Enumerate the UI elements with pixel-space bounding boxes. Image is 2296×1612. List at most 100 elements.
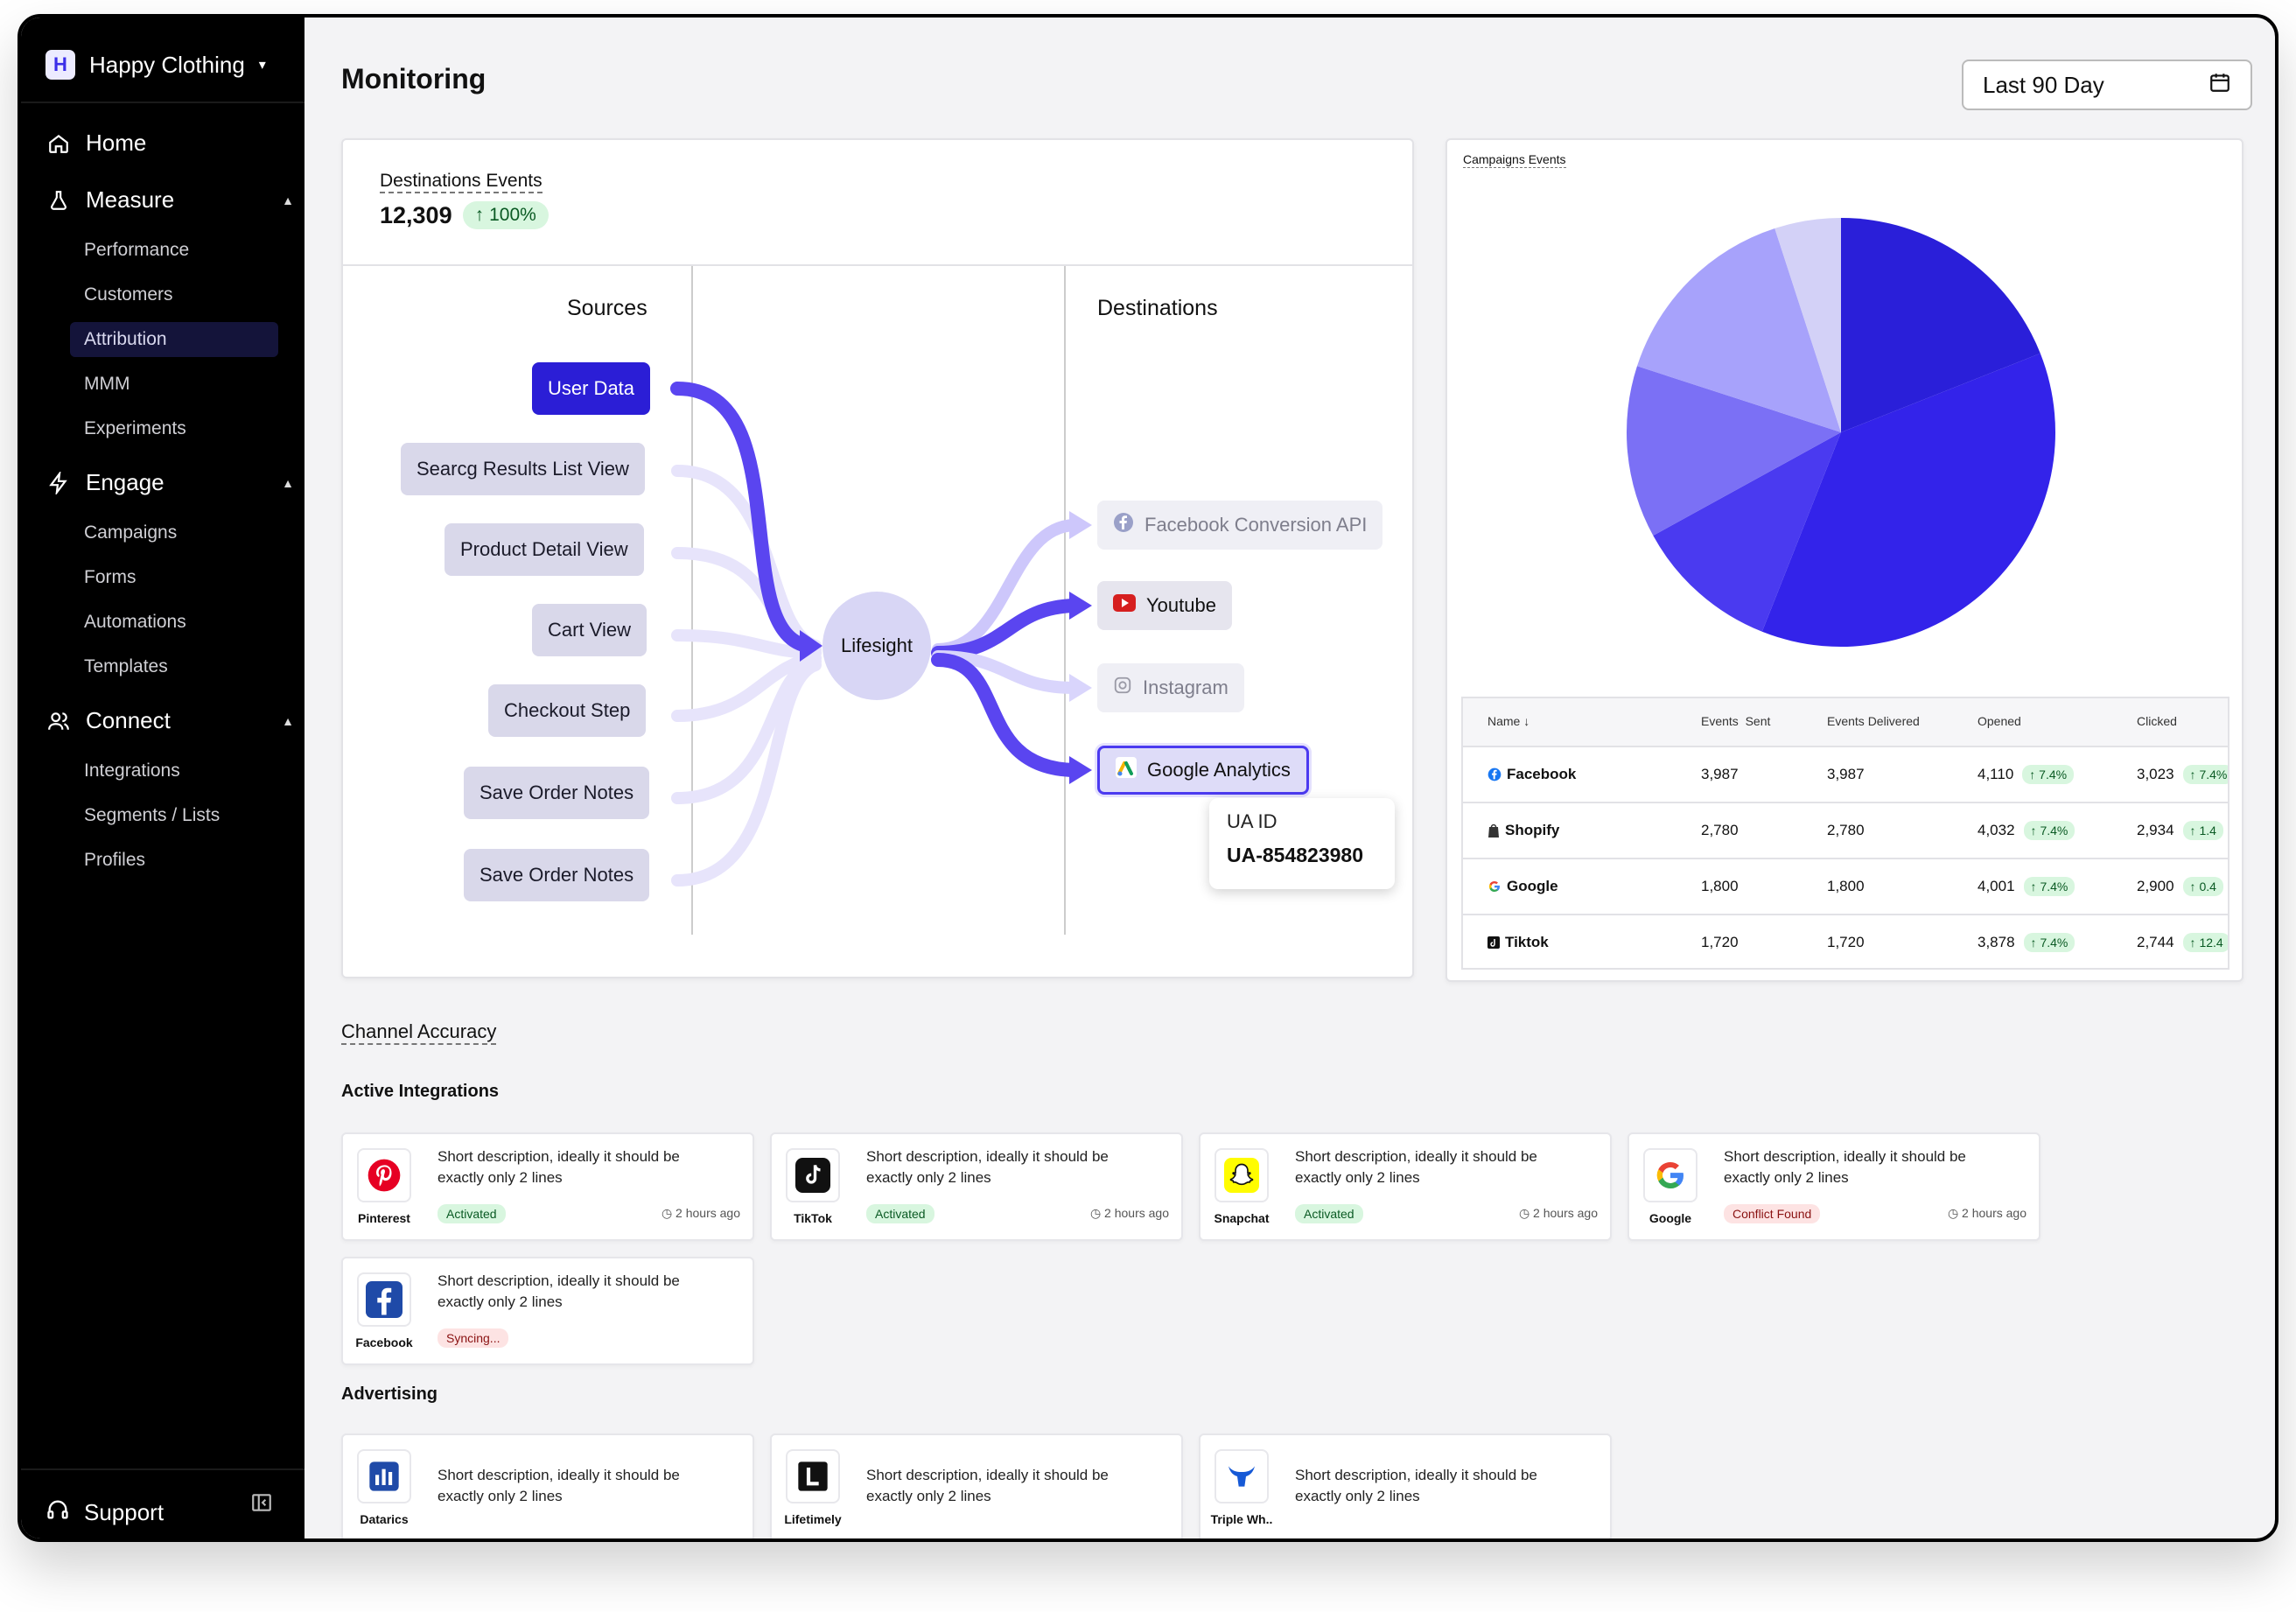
- col-events-sent[interactable]: Events Sent: [1701, 714, 1771, 728]
- change-badge: ↑ 7.4%: [2182, 765, 2228, 784]
- tiktok-icon: [1488, 936, 1500, 949]
- pinterest-logo-icon: [357, 1148, 411, 1202]
- clock-icon: ◷: [1947, 1206, 1959, 1220]
- chevron-up-icon[interactable]: ▲: [282, 713, 294, 728]
- tiktok-logo-icon: [786, 1148, 840, 1202]
- integration-card-tiktok[interactable]: TikTok Short description, ideally it shou…: [770, 1132, 1183, 1241]
- source-user-data[interactable]: User Data: [532, 362, 651, 415]
- col-clicked[interactable]: Clicked: [2137, 714, 2177, 728]
- dest-facebook-conversion-api[interactable]: Facebook Conversion API: [1097, 501, 1383, 550]
- sources-heading: Sources: [567, 296, 648, 320]
- nav-profiles[interactable]: Profiles: [84, 850, 146, 870]
- advertising-card-datarics[interactable]: Datarics Short description, ideally it sh…: [341, 1433, 754, 1538]
- google-icon: [1488, 880, 1502, 894]
- cell-opened: 4,110 ↑ 7.4%: [1978, 747, 2075, 802]
- nav-measure[interactable]: Measure ▲: [46, 186, 294, 214]
- nav-connect[interactable]: Connect ▲: [46, 707, 294, 734]
- change-value: 7.4%: [2039, 767, 2068, 781]
- tooltip-value: UA-854823980: [1227, 844, 1364, 866]
- source-cart-view[interactable]: Cart View: [532, 604, 647, 656]
- cell-name-text: Google: [1507, 878, 1558, 894]
- collapse-sidebar-icon[interactable]: [250, 1491, 273, 1519]
- last-updated-text: 2 hours ago: [676, 1206, 740, 1220]
- pie-slice-2[interactable]: [1761, 353, 2055, 647]
- table-row[interactable]: Google 1,800 1,800 4,001 ↑ 7.4% 2,900 ↑ 0.4: [1463, 858, 2228, 914]
- app-window: H Happy Clothing ▾ Home Measure ▲ Perfor…: [18, 14, 2278, 1542]
- integration-description: Short description, ideally it should be …: [1724, 1148, 1966, 1186]
- nav-support[interactable]: Support: [46, 1497, 164, 1528]
- col-events-delivered[interactable]: Events Delivered: [1827, 714, 1920, 728]
- nav-mmm[interactable]: MMM: [84, 374, 130, 394]
- cell-clicked: 2,744 ↑ 12.4: [2137, 915, 2228, 968]
- cell-events-delivered: 3,987: [1827, 766, 1865, 782]
- pie-slice-3[interactable]: [1653, 432, 1841, 632]
- dest-instagram[interactable]: Instagram: [1097, 663, 1244, 712]
- integration-card-google[interactable]: Google Short description, ideally it shou…: [1628, 1132, 2040, 1241]
- chevron-up-icon[interactable]: ▲: [282, 193, 294, 207]
- integration-description: Short description, ideally it should be …: [438, 1148, 680, 1186]
- campaigns-events-title[interactable]: Campaigns Events: [1463, 152, 1566, 168]
- datarics-logo-icon: [357, 1449, 411, 1503]
- table-row[interactable]: Tiktok 1,720 1,720 3,878 ↑ 7.4% 2,744 ↑ 12.4: [1463, 914, 2228, 968]
- pie-slice-6[interactable]: [1774, 218, 1841, 432]
- pie-slice-1[interactable]: [1841, 218, 2040, 432]
- last-updated: ◷ 2 hours ago: [1519, 1206, 1598, 1221]
- arrow-up-icon: ↑: [474, 205, 485, 225]
- nav-campaigns[interactable]: Campaigns: [84, 522, 178, 543]
- source-product-detail-view[interactable]: Product Detail View: [444, 523, 644, 576]
- integration-card-snapchat[interactable]: Snapchat Short description, ideally it sh…: [1199, 1132, 1612, 1241]
- dest-youtube[interactable]: Youtube: [1097, 581, 1232, 630]
- integration-name: TikTok: [794, 1211, 832, 1225]
- advertising-card-triple-wh[interactable]: Triple Wh.. Short description, ideally it…: [1199, 1433, 1612, 1538]
- nav-attribution[interactable]: Attribution: [70, 322, 278, 357]
- cell-name: Shopify: [1488, 803, 1559, 858]
- integration-card-facebook[interactable]: Facebook Short description, ideally it sh…: [341, 1257, 754, 1365]
- channel-accuracy-title[interactable]: Channel Accuracy: [341, 1020, 497, 1046]
- nav-automations[interactable]: Automations: [84, 612, 186, 632]
- advertising-card-lifetimely[interactable]: Lifetimely Short description, ideally it …: [770, 1433, 1183, 1538]
- nav-experiments[interactable]: Experiments: [84, 418, 186, 438]
- nav-home[interactable]: Home: [46, 130, 294, 157]
- integration-card-pinterest[interactable]: Pinterest Short description, ideally it s…: [341, 1132, 754, 1241]
- chevron-up-icon[interactable]: ▲: [282, 475, 294, 490]
- dest-google-analytics[interactable]: Google Analytics: [1097, 746, 1309, 795]
- nav-customers[interactable]: Customers: [84, 284, 173, 305]
- ua-id-tooltip: UA ID UA-854823980: [1209, 798, 1395, 889]
- integration-description: Short description, ideally it should be …: [866, 1467, 1109, 1504]
- table-row[interactable]: Shopify 2,780 2,780 4,032 ↑ 7.4% 2,934 ↑ 1.4: [1463, 802, 2228, 858]
- cell-events-sent: 1,800: [1701, 878, 1739, 894]
- source-save-order-notes[interactable]: Save Order Notes: [464, 767, 650, 819]
- table-row[interactable]: Facebook 3,987 3,987 4,110 ↑ 7.4% 3,023 ↑ 7.4%: [1463, 746, 2228, 802]
- nav-segments-lists[interactable]: Segments / Lists: [84, 805, 220, 825]
- nav-performance[interactable]: Performance: [84, 240, 190, 260]
- integration-name: Snapchat: [1214, 1211, 1270, 1225]
- col-opened[interactable]: Opened: [1978, 714, 2021, 728]
- nav-templates[interactable]: Templates: [84, 656, 168, 676]
- pie-slice-5[interactable]: [1636, 228, 1841, 432]
- status-badge: Activated: [866, 1204, 934, 1223]
- source-search-results-list-view[interactable]: Searcg Results List View: [401, 443, 645, 495]
- destinations-events-count: 12,309: [380, 201, 452, 228]
- change-value: 0.4: [2199, 880, 2216, 894]
- nav-forms[interactable]: Forms: [84, 567, 136, 587]
- cell-clicked: 2,934 ↑ 1.4: [2137, 803, 2223, 858]
- source-checkout-step[interactable]: Checkout Step: [488, 684, 647, 737]
- source-save-order-notes[interactable]: Save Order Notes: [464, 849, 650, 901]
- destinations-events-title[interactable]: Destinations Events: [380, 170, 542, 194]
- cell-events-sent: 1,720: [1701, 934, 1739, 950]
- change-badge: ↑ 7.4%: [2022, 765, 2075, 784]
- col-name[interactable]: Name ↓: [1488, 714, 1530, 728]
- lifesight-hub[interactable]: Lifesight: [822, 592, 931, 700]
- cell-name: Tiktok: [1488, 915, 1549, 968]
- integration-name: Triple Wh..: [1210, 1512, 1273, 1526]
- pie-slice-4[interactable]: [1627, 366, 1841, 536]
- nav-engage[interactable]: Engage ▲: [46, 469, 294, 496]
- divider: [343, 264, 1412, 266]
- workspace-switcher[interactable]: H Happy Clothing ▾: [46, 39, 266, 91]
- date-range-picker[interactable]: Last 90 Day: [1962, 60, 2252, 110]
- divider: [21, 102, 304, 103]
- date-range-value: Last 90 Day: [1983, 71, 2104, 98]
- cell-clicked: 3,023 ↑ 7.4%: [2137, 747, 2228, 802]
- nav-integrations[interactable]: Integrations: [84, 760, 180, 781]
- integration-description: Short description, ideally it should be …: [1295, 1148, 1537, 1186]
